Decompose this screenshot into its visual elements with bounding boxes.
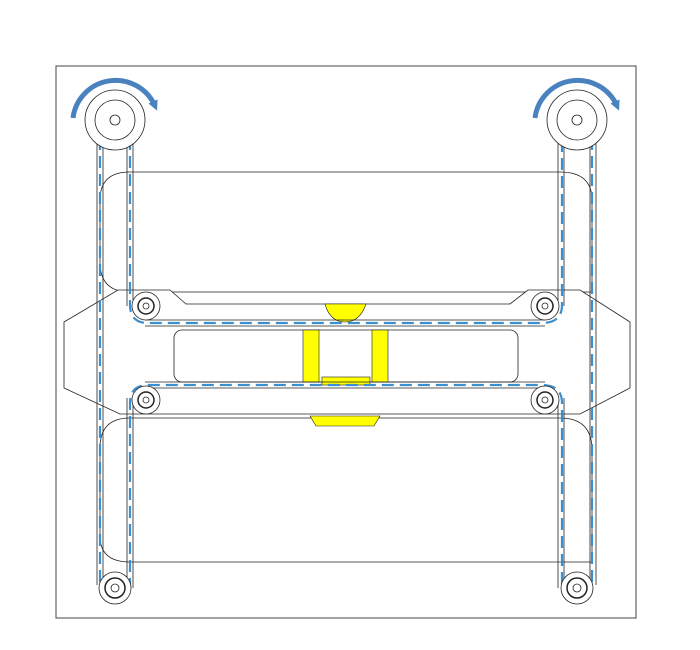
belt-upper-run: [128, 120, 564, 325]
lower-clamp: [309, 415, 381, 427]
drive-pulley-right: [546, 89, 608, 151]
idler-pulley-lower-right: [530, 385, 560, 415]
lower-cavity: [99, 417, 593, 563]
right-slider-bar: [371, 329, 389, 383]
idler-pulley-bottom-left: [98, 571, 132, 605]
upper-cavity: [99, 171, 593, 293]
belt-lower-run: [128, 383, 564, 590]
drive-pulley-left: [84, 89, 146, 151]
rotation-arrow-left-icon: [70, 77, 158, 119]
idler-pulley-upper-right: [530, 291, 560, 321]
slider-bridge: [321, 376, 371, 386]
rotation-arrow-right-icon: [532, 77, 620, 119]
upper-clamp: [324, 303, 367, 323]
idler-pulley-bottom-right: [560, 571, 594, 605]
belt-path: [98, 120, 594, 590]
idler-pulley-lower-left: [131, 385, 161, 415]
belt-band-outlines: [96, 140, 597, 588]
left-slider-bar: [302, 329, 320, 383]
idler-pulley-upper-left: [131, 291, 161, 321]
carriage-plate: [63, 289, 631, 415]
